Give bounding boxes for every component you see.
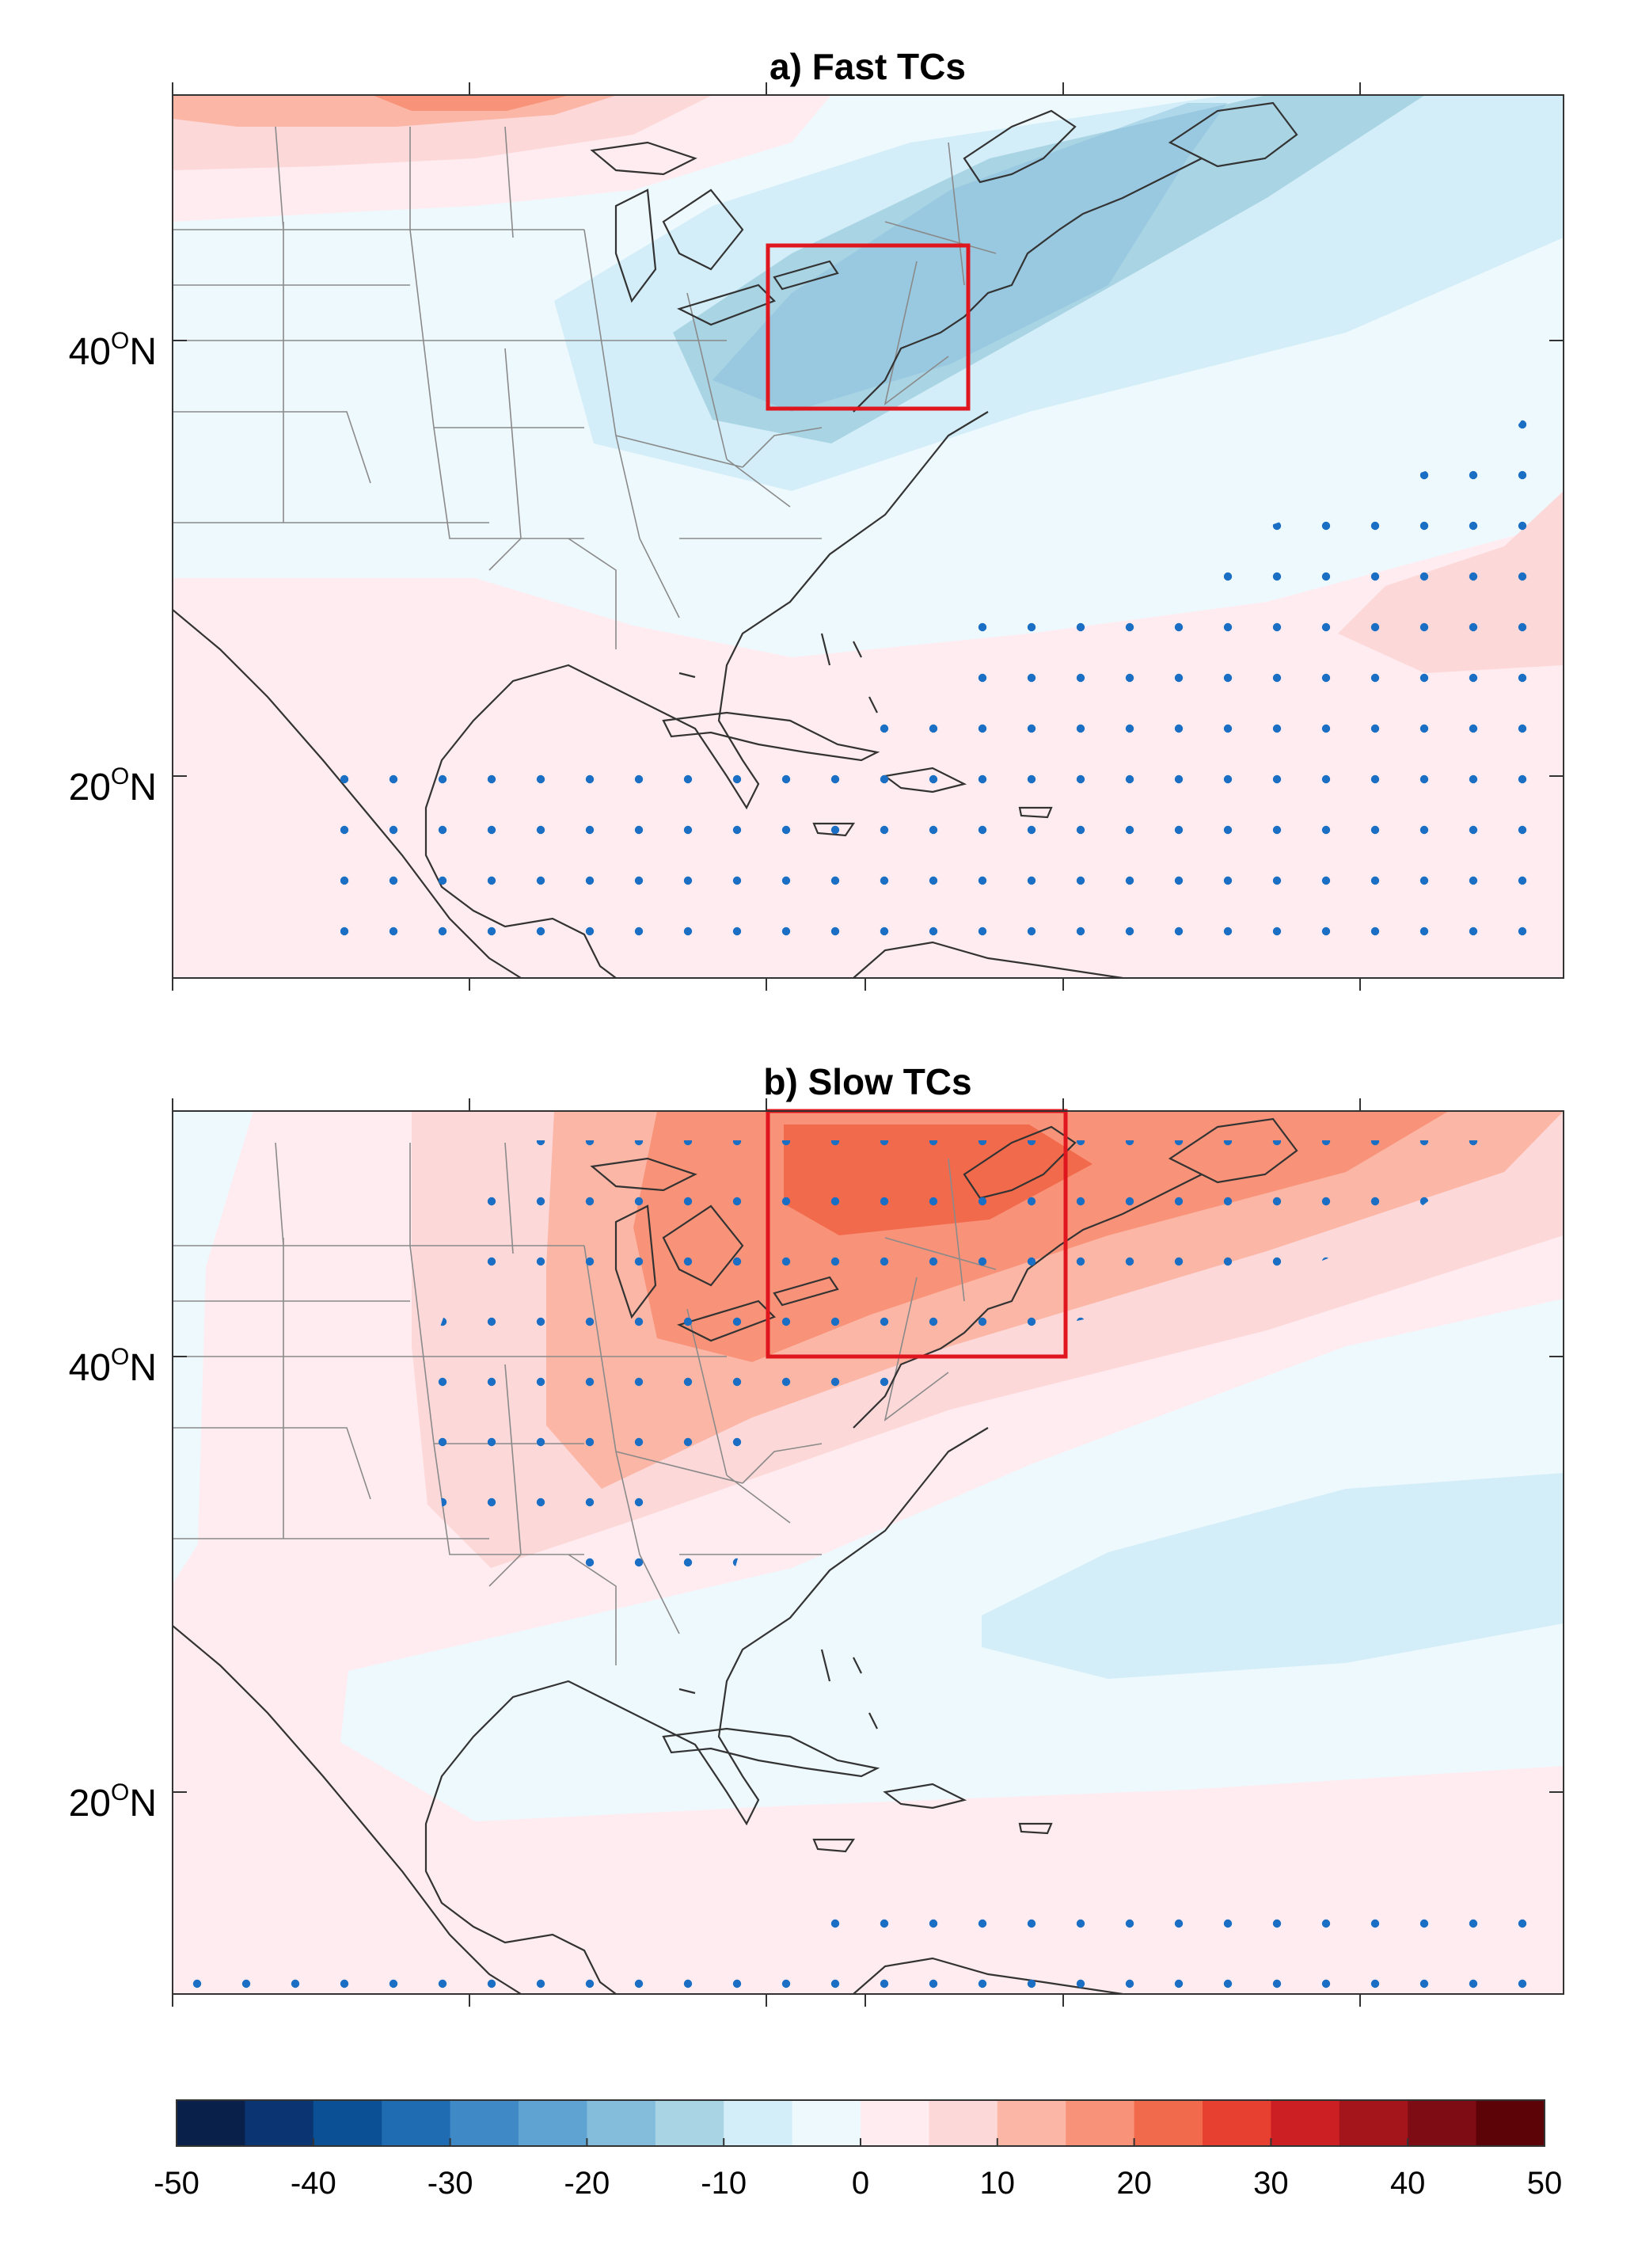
colorbar-tick-label: -10 <box>701 2166 747 2201</box>
panel-a-ticks <box>172 82 1564 991</box>
colorbar-swatch <box>245 2100 314 2146</box>
colorbar-swatch <box>382 2100 451 2146</box>
colorbar-swatch <box>792 2100 861 2146</box>
panel-a-frame <box>172 94 1564 979</box>
colorbar-swatch <box>1339 2100 1408 2146</box>
panel-a-ylabel-20n: 20ON <box>69 763 157 809</box>
colorbar-swatch <box>929 2100 998 2146</box>
colorbar-swatches <box>177 2100 1545 2146</box>
colorbar-tick-label: -20 <box>564 2166 610 2201</box>
colorbar-swatch <box>861 2100 929 2146</box>
panel-a-region-box <box>766 243 971 411</box>
colorbar-tick-label: 20 <box>1116 2166 1152 2201</box>
colorbar-tick-label: 30 <box>1253 2166 1289 2201</box>
panel-b-ylabel-40n: 40ON <box>69 1344 157 1389</box>
panel-a-ylabel-40n: 40ON <box>69 328 157 373</box>
colorbar-swatch <box>519 2100 587 2146</box>
colorbar-tick-label: 0 <box>852 2166 869 2201</box>
colorbar-swatch <box>1476 2100 1545 2146</box>
panel-b-ticks <box>172 1098 1564 2007</box>
colorbar: -50 -40 -30 -20 -10 0 10 20 30 40 50 <box>154 2099 1562 2201</box>
panel-b-ylabel-20n: 20ON <box>69 1779 157 1825</box>
colorbar-swatch <box>450 2100 519 2146</box>
colorbar-swatch <box>1134 2100 1203 2146</box>
panel-b-frame <box>172 1110 1564 1995</box>
colorbar-tick-label: 40 <box>1390 2166 1426 2201</box>
colorbar-swatch <box>1408 2100 1477 2146</box>
colorbar-swatch <box>1203 2100 1271 2146</box>
panel-a-title: a) Fast TCs <box>770 46 966 87</box>
panel-b-field <box>173 1111 1564 1994</box>
panel-a-field <box>173 95 1564 978</box>
colorbar-swatch <box>1066 2100 1135 2146</box>
colorbar-swatch <box>177 2100 245 2146</box>
colorbar-swatch <box>587 2100 656 2146</box>
colorbar-swatch <box>724 2100 793 2146</box>
colorbar-swatch <box>1271 2100 1340 2146</box>
panel-a: a) Fast TCs <box>69 46 1564 991</box>
colorbar-tick-label: -50 <box>154 2166 200 2201</box>
colorbar-tick-label: -40 <box>291 2166 336 2201</box>
colorbar-ticks: -50 -40 -30 -20 -10 0 10 20 30 40 50 <box>154 2138 1562 2201</box>
panel-b-title: b) Slow TCs <box>763 1061 971 1102</box>
colorbar-tick-label: 10 <box>980 2166 1016 2201</box>
colorbar-swatch <box>655 2100 724 2146</box>
colorbar-swatch <box>997 2100 1066 2146</box>
colorbar-swatch <box>313 2100 382 2146</box>
colorbar-tick-label: 50 <box>1527 2166 1563 2201</box>
colorbar-tick-label: -30 <box>428 2166 473 2201</box>
panel-b: b) Slow TCs <box>69 1061 1564 2007</box>
